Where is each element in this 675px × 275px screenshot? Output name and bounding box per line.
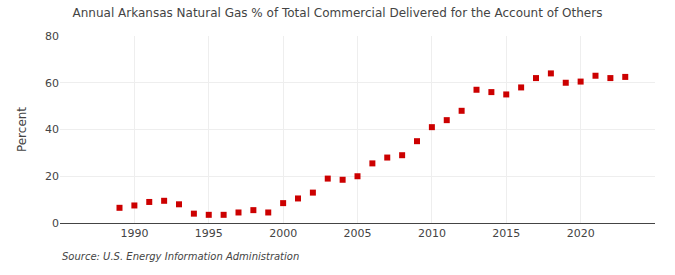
svg-text:1995: 1995	[195, 227, 223, 240]
svg-text:40: 40	[45, 123, 59, 136]
svg-text:2010: 2010	[418, 227, 446, 240]
svg-text:Percent: Percent	[15, 107, 29, 152]
svg-text:1990: 1990	[120, 227, 148, 240]
svg-text:60: 60	[45, 77, 59, 90]
svg-text:Annual Arkansas Natural Gas %: Annual Arkansas Natural Gas % of Total C…	[73, 6, 603, 20]
svg-text:0: 0	[52, 217, 59, 230]
svg-text:Source: U.S. Energy Informatio: Source: U.S. Energy Information Administ…	[62, 251, 299, 262]
svg-text:20: 20	[45, 170, 59, 183]
svg-text:2015: 2015	[492, 227, 520, 240]
svg-text:2020: 2020	[567, 227, 595, 240]
svg-text:2005: 2005	[344, 227, 372, 240]
svg-text:80: 80	[45, 30, 59, 43]
svg-text:2000: 2000	[269, 227, 297, 240]
